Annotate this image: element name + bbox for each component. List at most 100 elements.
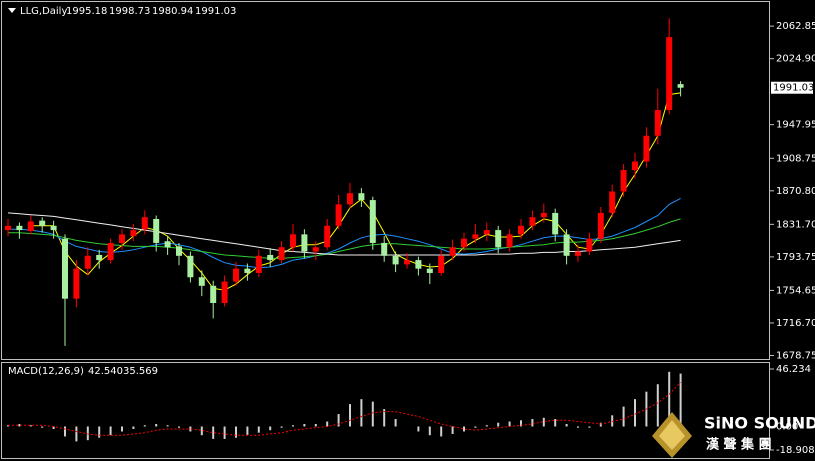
macd-bar [166, 425, 169, 427]
candle-body [39, 220, 46, 226]
candle-body [518, 225, 524, 235]
candle-body [141, 217, 148, 230]
y-tick-label: 1870.80 [776, 186, 815, 197]
candle-body [27, 221, 34, 231]
candle-body [324, 225, 331, 248]
macd-bar [394, 419, 397, 427]
macd-bar [542, 417, 545, 427]
candle-body [244, 268, 251, 273]
macd-bar [474, 426, 477, 428]
macd-bar [622, 406, 625, 427]
macd-bar [29, 425, 32, 427]
macd-bar [451, 426, 454, 434]
candle-body [176, 246, 182, 256]
macd-bar [314, 424, 317, 427]
candle-body [290, 234, 296, 248]
candle-body [495, 230, 502, 248]
macd-bar [611, 415, 614, 427]
macd-tick-label: 46.234 [776, 364, 811, 375]
candle-body [404, 260, 410, 265]
macd-bar [679, 373, 682, 427]
current-price: 1991.03 [773, 83, 814, 94]
candle-body [221, 281, 228, 303]
macd-bar [143, 425, 146, 427]
candle-body [73, 268, 80, 299]
header-arrow [8, 8, 16, 13]
macd-bar [337, 414, 340, 427]
logo-brand: SiNO SOUND [704, 414, 815, 433]
candle-body [381, 242, 388, 256]
y-tick-label: 2024.90 [776, 54, 815, 65]
macd-bar [599, 422, 602, 427]
candle-body [586, 238, 593, 252]
candle-body [16, 225, 23, 231]
macd-value: 42.540 [88, 366, 123, 377]
macd-bar [634, 399, 636, 427]
macd-bar [98, 426, 101, 438]
candle-body [62, 238, 68, 299]
header-close: 1991.03 [195, 6, 236, 17]
macd-bar [497, 422, 500, 427]
candle-body [666, 37, 673, 111]
macd-bar [132, 426, 135, 429]
macd-bar [303, 424, 306, 427]
macd-bar [280, 426, 283, 428]
macd-bar [41, 426, 44, 428]
macd-bar [531, 419, 534, 427]
macd-bar [189, 426, 192, 432]
macd-bar [109, 426, 112, 436]
y-tick-label: 1947.95 [776, 120, 815, 131]
candle-body [369, 200, 376, 243]
candle-body [677, 84, 684, 88]
candle-body [5, 225, 11, 231]
macd-bar [86, 426, 89, 441]
macd-bar [360, 399, 363, 427]
logo: SiNO SOUND 漢 聲 集 團 [652, 412, 815, 458]
macd-bar [64, 426, 66, 437]
macd-bar [577, 426, 579, 428]
main-pane-frame [1, 1, 770, 360]
candle-body [301, 234, 308, 252]
current-price-box [771, 81, 813, 94]
macd-bar [212, 426, 215, 439]
symbol-label: LLG,Daily [20, 6, 67, 17]
header-low: 1980.94 [152, 6, 193, 17]
macd-bar [554, 419, 557, 427]
macd-bar [520, 420, 522, 427]
candle-body [415, 260, 422, 269]
candle-body [643, 135, 650, 162]
candle-body [233, 268, 239, 282]
macd-bar [668, 371, 671, 427]
candle-body [472, 234, 479, 239]
macd-pane-frame [1, 362, 770, 459]
candle-body [483, 230, 490, 235]
candle-body [597, 212, 604, 239]
macd-bar [7, 425, 9, 427]
candle-body [529, 217, 536, 226]
macd-bar [257, 426, 260, 433]
candle-body [632, 161, 638, 171]
y-tick-label: 1831.70 [776, 219, 815, 230]
candle-body [278, 247, 285, 261]
header-open: 1995.18 [66, 6, 107, 17]
candle-body [312, 247, 319, 252]
macd-bar [223, 426, 226, 439]
candle-body [198, 277, 205, 286]
candle-body [255, 255, 262, 273]
macd-bar [565, 424, 568, 427]
candle-body [130, 230, 137, 237]
candle-body [540, 212, 547, 218]
candle-body [552, 212, 559, 235]
macd-tick-label: 0.00 [776, 421, 798, 432]
candle-body [438, 255, 445, 273]
logo-chinese: 漢 聲 集 團 [706, 437, 772, 453]
candle-body [210, 285, 217, 303]
macd-bar [485, 425, 488, 427]
candle-body [461, 238, 467, 248]
candle-body [449, 247, 456, 256]
macd-bar [246, 426, 249, 436]
macd-bar [121, 426, 123, 432]
candle-body [620, 170, 627, 192]
